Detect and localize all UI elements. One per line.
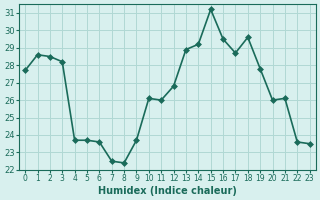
X-axis label: Humidex (Indice chaleur): Humidex (Indice chaleur) — [98, 186, 237, 196]
